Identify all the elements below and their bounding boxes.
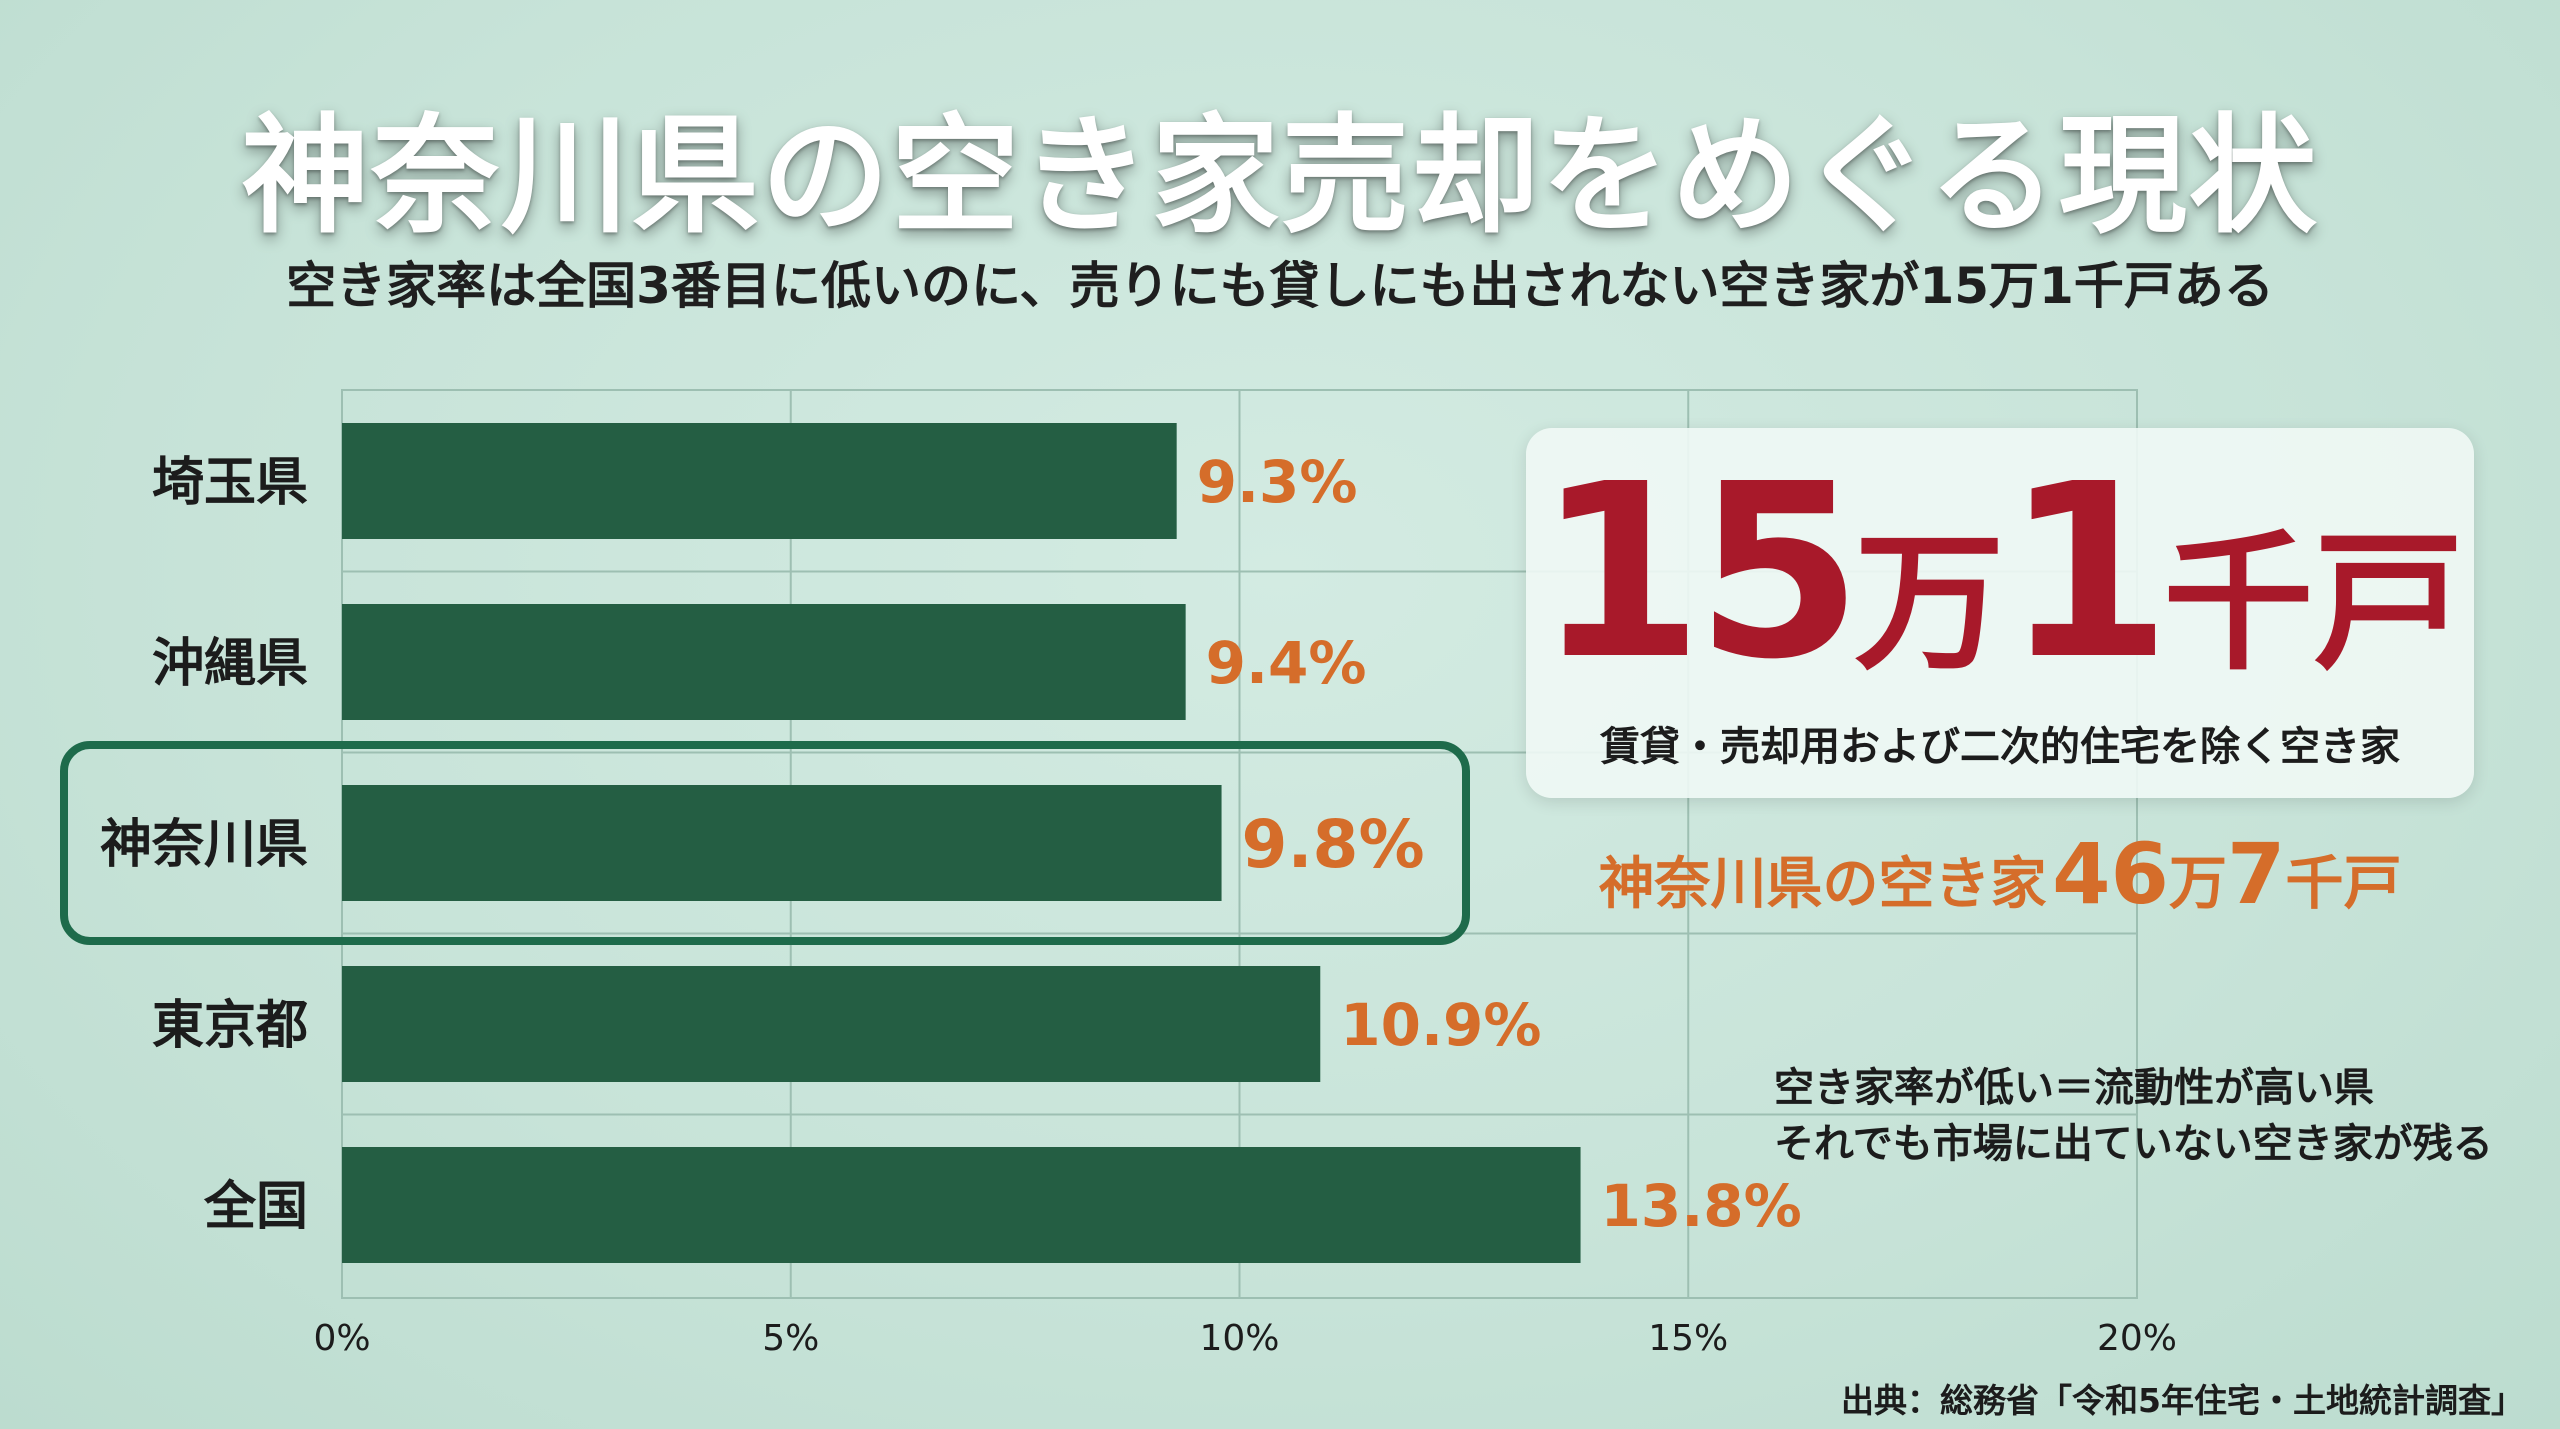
note-line-1: 空き家率が低い＝流動性が高い県 — [1774, 1065, 2374, 1111]
value-label: 9.3% — [1197, 448, 1358, 516]
page-subtitle: 空き家率は全国3番目に低いのに、売りにも貸しにも出されない空き家が15万1千戸あ… — [286, 257, 2274, 315]
page-title: 神奈川県の空き家売却をめぐる現状 — [241, 102, 2319, 251]
unsold-count-unit1: 万 — [1854, 517, 2005, 691]
x-tick-label: 10% — [1199, 1318, 1279, 1359]
category-label: 埼玉県 — [152, 453, 308, 513]
stat-card-caption: 賃貸・売却用および二次的住宅を除く空き家 — [1600, 724, 2400, 770]
unsold-vacant-count: 15万1千戸 — [1526, 452, 2474, 692]
unsold-count-unit2: 千戸 — [2163, 517, 2464, 691]
total-unit1: 万 — [2169, 849, 2228, 917]
kanagawa-total-vacant: 神奈川県の空き家 46万7千戸 — [1526, 832, 2474, 916]
bar — [342, 604, 1186, 720]
bar — [342, 785, 1222, 901]
stat-card: 15万1千戸 賃貸・売却用および二次的住宅を除く空き家 — [1526, 428, 2474, 798]
unsold-count-num1: 15 — [1536, 432, 1862, 712]
value-label: 10.9% — [1340, 991, 1541, 1059]
total-num2: 7 — [2227, 825, 2286, 923]
category-label: 全国 — [203, 1177, 308, 1237]
category-label: 沖縄県 — [152, 634, 308, 694]
source-citation: 出典：総務省「令和5年住宅・土地統計調査」 — [1841, 1381, 2524, 1420]
annotation-note: 空き家率が低い＝流動性が高い県 それでも市場に出ていない空き家が残る — [1774, 1060, 2534, 1172]
total-num1: 46 — [2052, 825, 2169, 923]
x-tick-label: 15% — [1648, 1318, 1728, 1359]
value-label: 13.8% — [1601, 1172, 1802, 1240]
note-line-2: それでも市場に出ていない空き家が残る — [1774, 1121, 2493, 1167]
value-label: 9.4% — [1206, 629, 1367, 697]
x-tick-label: 20% — [2097, 1318, 2177, 1359]
highlight-frame — [60, 741, 1470, 945]
category-label: 神奈川県 — [100, 815, 308, 875]
total-label: 神奈川県の空き家 — [1598, 852, 2047, 917]
unsold-count-num2: 1 — [2004, 432, 2171, 712]
value-label: 9.8% — [1242, 806, 1425, 883]
x-tick-label: 5% — [762, 1318, 819, 1359]
bar — [342, 966, 1321, 1082]
x-tick-label: 0% — [313, 1318, 370, 1359]
category-label: 東京都 — [152, 996, 308, 1056]
total-unit2: 千戸 — [2285, 849, 2402, 917]
bar — [342, 1147, 1581, 1263]
bar — [342, 423, 1177, 539]
